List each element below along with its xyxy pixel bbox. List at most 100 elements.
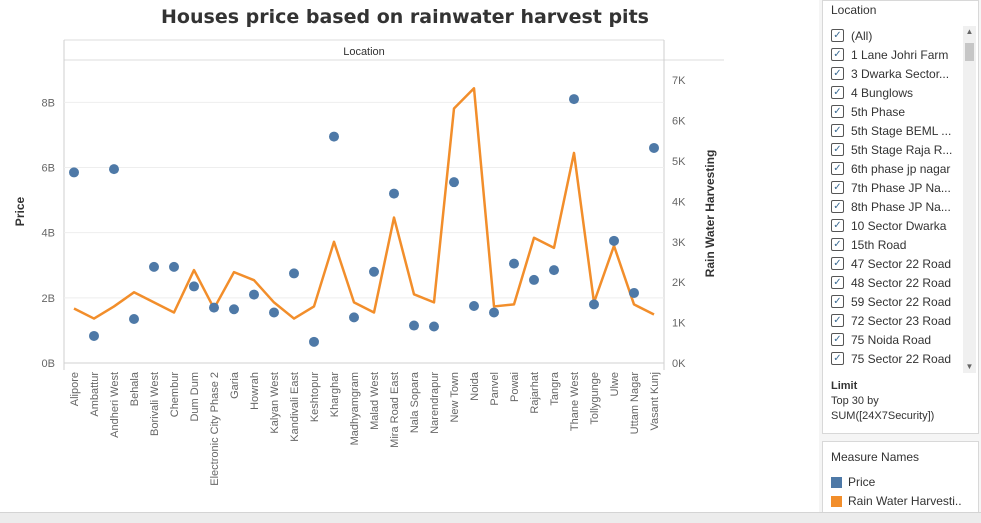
filter-item-label: 72 Sector 23 Road [851,313,952,328]
price-point [189,281,199,292]
checkbox-checked-icon[interactable]: ✓ [831,295,844,308]
checkbox-checked-icon[interactable]: ✓ [831,143,844,156]
filter-item[interactable]: ✓ 10 Sector Dwarka [831,216,963,235]
checkbox-checked-icon[interactable]: ✓ [831,67,844,80]
x-tick-label: Kharghar [329,372,341,418]
price-point [389,188,399,199]
filter-item[interactable]: ✓ 59 Sector 22 Road [831,292,963,311]
price-point [89,330,99,341]
x-tick-label: Tollygunge [589,372,601,425]
filter-item-label: 59 Sector 22 Road [851,294,952,309]
filter-item[interactable]: ✓ 48 Sector 22 Road [831,273,963,292]
x-tick-label: Dum Dum [189,372,201,422]
legend-item-price[interactable]: Price [831,474,875,490]
filter-item-label: 47 Sector 22 Road [851,256,952,271]
checkbox-checked-icon[interactable]: ✓ [831,238,844,251]
filter-scrollbar[interactable]: ▲ ▼ [963,26,976,373]
checkbox-checked-icon[interactable]: ✓ [831,48,844,61]
filter-item[interactable]: ✓ 72 Sector 23 Road [831,311,963,330]
checkbox-checked-icon[interactable]: ✓ [831,181,844,194]
price-point [529,274,539,285]
filter-item-label: 5th Stage BEML ... [851,123,952,138]
filter-item-label: 5th Stage Raja R... [851,142,953,157]
filter-item[interactable]: ✓ 5th Stage BEML ... [831,121,963,140]
scroll-down-arrow-icon[interactable]: ▼ [965,362,974,371]
y-axis-title: Price [13,196,27,226]
price-point [589,299,599,310]
checkbox-checked-icon[interactable]: ✓ [831,219,844,232]
x-tick-label: Andheri West [109,372,121,438]
y-tick-label: 4B [42,228,55,240]
filter-item-label: (All) [851,28,873,43]
filter-item[interactable]: ✓ 7th Phase JP Na... [831,178,963,197]
price-point [249,289,259,300]
x-tick-label: Tangra [549,371,561,406]
price-point [349,312,359,323]
price-point [149,261,159,272]
limit-info: Limit Top 30 by SUM([24X7Security]) [831,379,934,424]
legend-label-price: Price [848,475,876,489]
location-filter-list: ✓ (All) ✓ 1 Lane Johri Farm ✓ 3 Dwarka Sector… [831,26,963,373]
price-point [309,336,319,347]
location-filter-title: Location [831,3,877,17]
y2-tick-label: 4K [672,196,686,208]
price-point [449,177,459,188]
filter-item[interactable]: ✓ 3 Dwarka Sector... [831,64,963,83]
price-point [649,142,659,153]
filter-item[interactable]: ✓ 15th Road [831,235,963,254]
filter-item[interactable]: ✓ 5th Stage Raja R... [831,140,963,159]
checkbox-checked-icon[interactable]: ✓ [831,105,844,118]
filter-item[interactable]: ✓ (All) [831,26,963,45]
x-tick-label: Rajarhat [529,372,541,414]
filter-item[interactable]: ✓ 75 Sector 22 Road [831,349,963,368]
filter-item[interactable]: ✓ 47 Sector 22 Road [831,254,963,273]
x-tick-label: Nala Sopara [409,371,421,433]
scroll-thumb[interactable] [965,43,974,61]
checkbox-checked-icon[interactable]: ✓ [831,200,844,213]
y-tick-label: 8B [42,97,55,109]
filter-item[interactable]: ✓ 75 Noida Road [831,330,963,349]
checkbox-checked-icon[interactable]: ✓ [831,314,844,327]
scroll-up-arrow-icon[interactable]: ▲ [965,27,974,36]
price-point [229,304,239,315]
legend-item-rain-water-harvesting[interactable]: Rain Water Harvesti.. [831,493,962,509]
checkbox-checked-icon[interactable]: ✓ [831,333,844,346]
filter-item[interactable]: ✓ 6th phase jp nagar [831,159,963,178]
filter-item-label: 4 Bunglows [851,85,914,100]
x-tick-label: Chembur [169,372,181,418]
price-point [609,235,619,246]
x-tick-label: Vasant Kunj [649,372,661,431]
filter-item-label: 1 Lane Johri Farm [851,47,949,62]
x-tick-label: Panvel [489,372,501,406]
x-tick-label: Alipore [69,372,81,406]
x-tick-label: Mira Road East [389,372,401,448]
price-point [429,321,439,332]
checkbox-checked-icon[interactable]: ✓ [831,276,844,289]
filter-item[interactable]: ✓ 1 Lane Johri Farm [831,45,963,64]
side-panel: Location ✓ (All) ✓ 1 Lane Johri Farm ✓ 3 Dwar… [819,0,981,522]
x-tick-label: Malad West [369,372,381,430]
limit-line-1: Top 30 by [831,395,879,407]
filter-item-label: 75 Noida Road [851,332,932,347]
filter-item-label: 48 Sector 22 Road [851,275,952,290]
checkbox-checked-icon[interactable]: ✓ [831,162,844,175]
x-tick-label: Garia [229,371,241,399]
x-tick-label: Ulwe [609,372,621,396]
x-tick-label: Howrah [249,372,261,410]
y2-tick-label: 2K [672,277,686,289]
checkbox-checked-icon[interactable]: ✓ [831,29,844,42]
checkbox-checked-icon[interactable]: ✓ [831,352,844,365]
filter-item-label: 10 Sector Dwarka [851,218,947,233]
checkbox-checked-icon[interactable]: ✓ [831,124,844,137]
y2-tick-label: 7K [672,75,686,87]
filter-item[interactable]: ✓ 8th Phase JP Na... [831,197,963,216]
filter-item[interactable]: ✓ 5th Phase [831,102,963,121]
price-point [489,307,499,318]
filter-item[interactable]: ✓ 4 Bunglows [831,83,963,102]
price-point [569,94,579,105]
x-tick-label: Behala [129,371,141,406]
x-tick-label: Kalyan West [269,372,281,434]
x-tick-label: Noida [469,371,481,401]
checkbox-checked-icon[interactable]: ✓ [831,257,844,270]
checkbox-checked-icon[interactable]: ✓ [831,86,844,99]
